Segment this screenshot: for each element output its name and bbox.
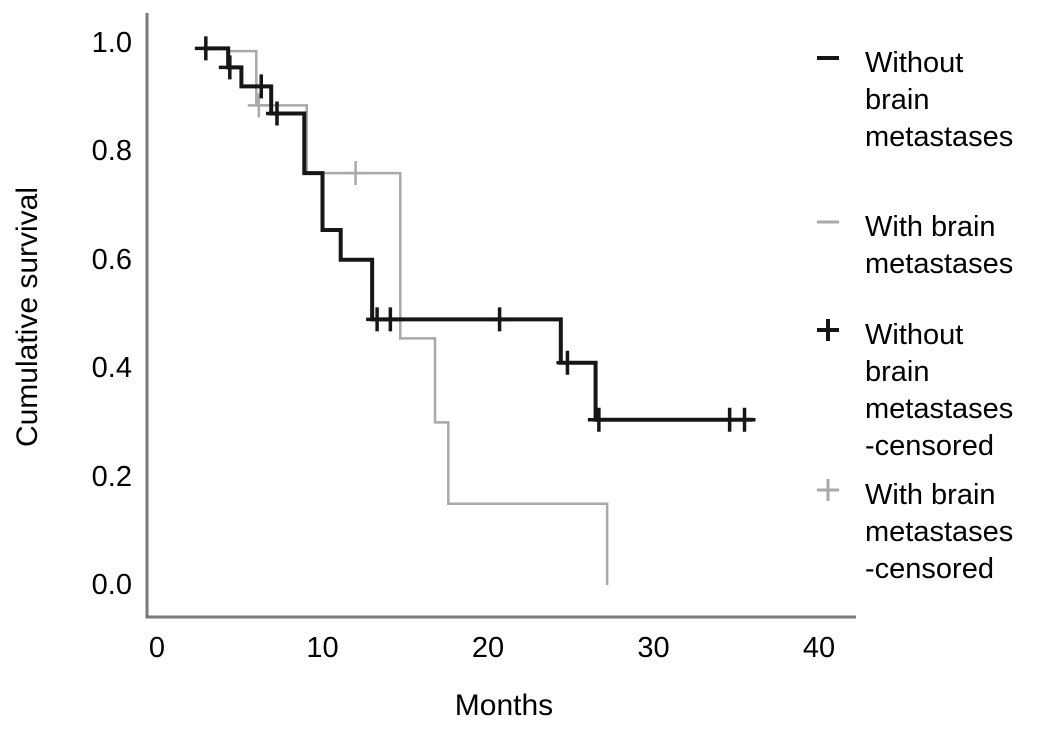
y-tick-label: 0.4	[91, 352, 132, 385]
legend: Without brain metastases With brain metastas…	[815, 0, 1047, 730]
censored-mark	[194, 36, 217, 61]
legend-item-with-bm-censored: With brain metastases -censored	[815, 477, 1013, 588]
censored-mark	[587, 407, 610, 432]
censored-mark	[247, 93, 270, 118]
y-tick-label: 1.0	[91, 27, 132, 59]
censored-mark	[488, 307, 511, 332]
x-tick-label: 40	[802, 632, 836, 664]
censored-mark	[218, 55, 241, 80]
legend-item-label: Without brain metastases -censored	[865, 319, 1014, 462]
legend-item-label: With brain metastases	[865, 211, 1014, 280]
legend-item-label: Without brain metastases	[865, 47, 1014, 153]
legend-item-label: With brain metastases -censored	[865, 479, 1014, 585]
y-tick-label: 0.8	[91, 135, 132, 168]
survival-curve-without-brain-metastases	[203, 46, 753, 422]
censored-mark	[379, 307, 402, 332]
y-axis-title: Cumulative survival	[11, 186, 44, 448]
censored-mark	[556, 350, 579, 375]
x-axis-title: Months	[454, 689, 554, 722]
y-tick-label: 0.6	[91, 243, 132, 276]
x-tick-label: 20	[471, 632, 505, 664]
censored-mark	[344, 161, 367, 186]
legend-item-with-bm: With brain metastases	[815, 209, 1013, 283]
x-tick-label: 10	[306, 632, 339, 664]
censored-mark	[265, 101, 288, 126]
y-tick-label: 0.2	[91, 460, 132, 493]
y-tick-label: 0.0	[91, 569, 132, 601]
x-tick-label: 0	[148, 632, 166, 664]
x-tick-label: 30	[637, 632, 670, 664]
legend-item-without-bm: Without brain metastases	[815, 45, 1013, 156]
censored-mark	[733, 407, 756, 432]
censored-mark	[250, 74, 273, 99]
legend-item-without-bm-censored: Without brain metastases -censored	[815, 317, 1013, 465]
